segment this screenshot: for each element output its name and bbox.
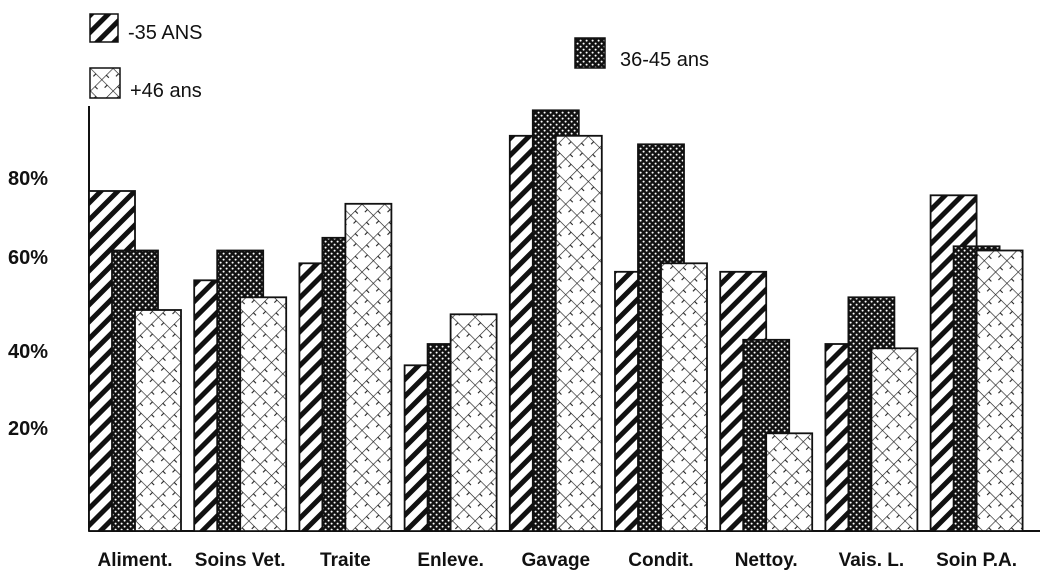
- x-tick-label: Nettoy.: [735, 550, 798, 571]
- legend-swatch-36-45: [574, 37, 606, 69]
- x-tick-label: Traite: [320, 550, 371, 571]
- legend: -35 ANS 36-45 ans +46 ans: [89, 13, 709, 102]
- y-tick-label: 80%: [8, 168, 48, 190]
- bar-3-7: [765, 432, 814, 532]
- x-tick-label: Condit.: [628, 550, 693, 571]
- x-tick-label: Soin P.A.: [936, 550, 1017, 571]
- bar-3-6: [660, 262, 708, 532]
- x-tick-label: Gavage: [521, 550, 590, 571]
- legend-label-under-35: -35 ANS: [128, 22, 202, 44]
- y-tick-label: 40%: [8, 341, 48, 363]
- legend-swatch-over-46: [89, 67, 121, 99]
- bar-3-2: [239, 296, 288, 532]
- legend-label-36-45: 36-45 ans: [620, 49, 709, 71]
- x-tick-label: Aliment.: [98, 550, 173, 571]
- legend-label-over-46: +46 ans: [130, 80, 202, 102]
- x-tick-label: Soins Vet.: [195, 550, 286, 571]
- bar-3-9: [975, 249, 1024, 532]
- bars-group: [88, 109, 1024, 532]
- bar-3-4: [449, 313, 498, 532]
- x-tick-label: Vais. L.: [839, 550, 904, 571]
- x-tick-label: Enleve.: [417, 550, 484, 571]
- y-tick-label: 20%: [8, 418, 48, 440]
- legend-swatch-under-35: [89, 13, 119, 43]
- bar-3-5: [554, 134, 603, 532]
- bar-3-8: [870, 347, 919, 532]
- x-tick-labels: Aliment. Soins Vet. Traite Enleve. Gavage Con…: [98, 550, 1018, 571]
- bar-3-3: [344, 202, 393, 532]
- y-tick-label: 60%: [8, 247, 48, 269]
- bar-3-1: [134, 309, 182, 532]
